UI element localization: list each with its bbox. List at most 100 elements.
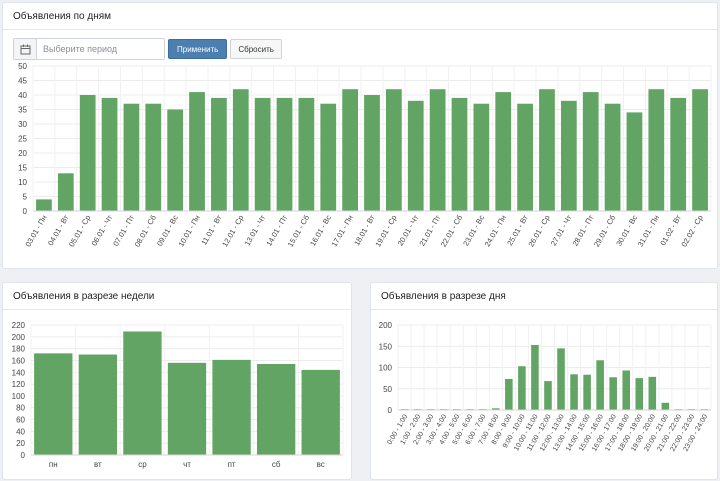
- bar: [570, 374, 578, 410]
- period-input[interactable]: [37, 39, 164, 59]
- bar: [609, 377, 617, 410]
- bar: [123, 331, 162, 455]
- weekly-chart: 0 20 40 60 80 100 120 140 160 180 200 220 пн вт ср чт пт…: [12, 321, 344, 469]
- y-tick-label: 100: [379, 364, 393, 373]
- bar: [531, 344, 539, 410]
- y-tick-label: 0: [21, 451, 26, 460]
- bar: [101, 97, 118, 211]
- y-tick-label: 220: [12, 321, 26, 330]
- bar: [518, 366, 526, 410]
- bar: [670, 97, 687, 211]
- x-tick-label: вт: [94, 460, 102, 469]
- y-tick-label: 140: [12, 368, 26, 377]
- bar: [34, 353, 73, 455]
- y-tick-label: 25: [18, 135, 27, 144]
- y-tick-label: 30: [18, 120, 27, 129]
- bar: [596, 360, 604, 410]
- bar: [36, 199, 52, 211]
- y-tick-label: 160: [12, 356, 26, 365]
- calendar-icon[interactable]: [14, 39, 37, 59]
- hourly-title: Объявления в разрезе дня: [371, 283, 717, 310]
- bar: [232, 89, 249, 211]
- bar: [211, 97, 227, 211]
- bar: [342, 89, 359, 211]
- bar: [123, 103, 140, 211]
- y-tick-label: 50: [383, 385, 392, 394]
- bar: [451, 97, 468, 211]
- bar: [626, 112, 643, 211]
- bar: [648, 89, 665, 211]
- y-tick-label: 45: [18, 77, 27, 86]
- bar: [167, 362, 207, 455]
- y-tick-label: 60: [16, 416, 25, 425]
- y-tick-label: 200: [12, 333, 26, 342]
- bar: [385, 89, 402, 211]
- reset-button[interactable]: Сбросить: [230, 39, 282, 59]
- y-tick-label: 150: [379, 342, 393, 351]
- bar: [167, 109, 184, 211]
- y-tick-label: 50: [18, 62, 27, 71]
- bar: [583, 374, 591, 410]
- bar: [320, 103, 337, 211]
- date-filter: Применить Сбросить: [13, 38, 282, 60]
- bar: [364, 95, 380, 211]
- y-tick-label: 40: [16, 427, 25, 436]
- bar: [582, 92, 599, 211]
- bar: [604, 103, 621, 211]
- x-tick-label: 11.01 - Вт: [199, 213, 224, 247]
- bar: [298, 97, 315, 211]
- bar: [189, 92, 205, 211]
- daily-title: Объявления по дням: [3, 3, 717, 30]
- y-tick-label: 20: [16, 439, 25, 448]
- weekly-panel: Объявления в разрезе недели 0 20 40 60 80 100…: [2, 282, 352, 480]
- date-range-picker[interactable]: [13, 38, 165, 60]
- bar: [495, 92, 512, 211]
- bar: [78, 354, 118, 455]
- bar: [492, 408, 500, 410]
- x-tick-label: пн: [49, 460, 58, 469]
- bar: [301, 369, 340, 455]
- y-tick-label: 15: [18, 164, 27, 173]
- apply-button[interactable]: Применить: [168, 39, 228, 59]
- bar: [79, 95, 96, 211]
- bar: [407, 100, 424, 211]
- y-tick-label: 35: [18, 106, 27, 115]
- bar: [429, 89, 446, 211]
- bar: [517, 103, 533, 211]
- y-tick-label: 0: [23, 207, 28, 216]
- y-tick-label: 120: [12, 380, 26, 389]
- daily-panel: Объявления по дням Применить Сбросить 0 5…: [2, 2, 718, 269]
- x-tick-label: 10.01 - Пн: [176, 214, 201, 249]
- weekly-title: Объявления в разрезе недели: [3, 283, 351, 310]
- bar: [505, 378, 513, 410]
- bar: [254, 97, 271, 211]
- bar: [544, 381, 552, 410]
- y-tick-label: 100: [12, 392, 26, 401]
- bar: [648, 376, 657, 410]
- bar: [622, 370, 631, 410]
- y-tick-label: 20: [18, 149, 27, 158]
- bar: [276, 97, 293, 211]
- y-tick-label: 5: [23, 193, 28, 202]
- x-tick-label: сб: [272, 460, 281, 469]
- y-tick-label: 0: [388, 406, 393, 415]
- bar: [661, 402, 670, 410]
- x-tick-label: вс: [317, 460, 325, 469]
- bar: [635, 378, 644, 410]
- y-tick-label: 40: [18, 91, 27, 100]
- hourly-panel: Объявления в разрезе дня 0 50 100 150 200 0:0…: [370, 282, 718, 480]
- bar: [57, 173, 74, 211]
- x-tick-label: 02.02 - Ср: [679, 214, 704, 249]
- bar: [557, 348, 565, 410]
- y-tick-label: 10: [18, 178, 27, 187]
- bar: [145, 103, 162, 211]
- y-tick-label: 180: [12, 345, 26, 354]
- x-tick-label: пт: [228, 460, 236, 469]
- bar: [560, 100, 577, 211]
- y-tick-label: 80: [16, 404, 25, 413]
- bar: [539, 89, 555, 211]
- bar: [692, 89, 708, 211]
- bar: [473, 103, 490, 211]
